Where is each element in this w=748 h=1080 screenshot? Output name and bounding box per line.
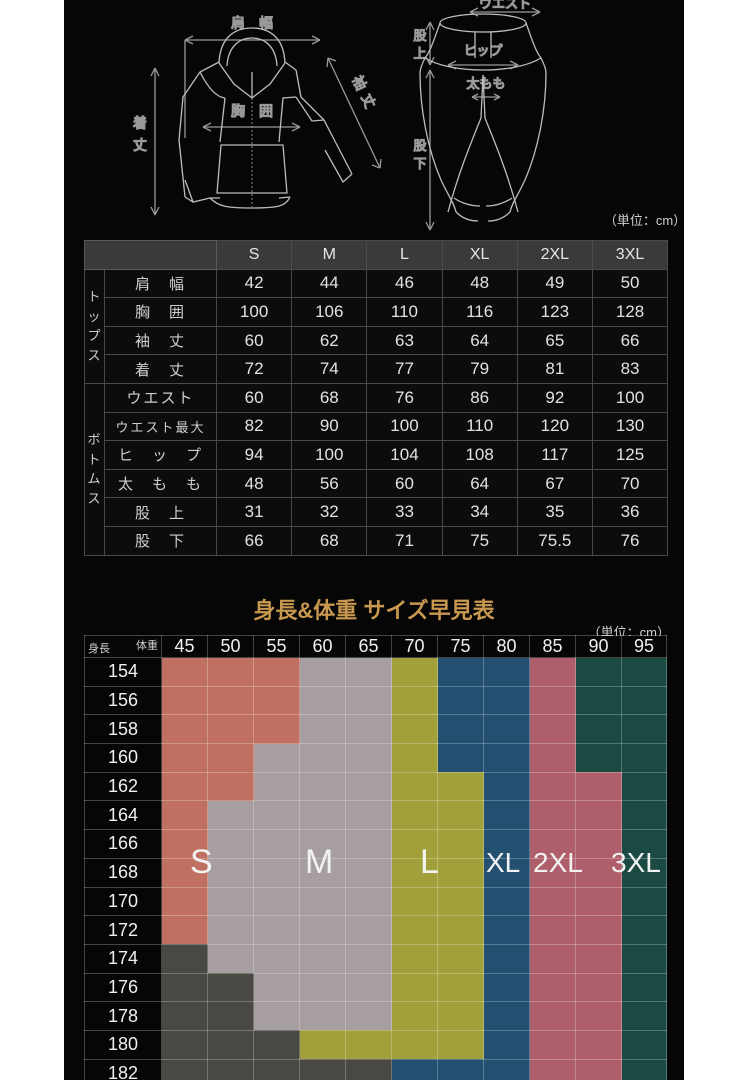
svg-text:股: 股 (413, 28, 426, 43)
svg-text:着: 着 (133, 115, 147, 131)
svg-text:股: 股 (413, 138, 426, 153)
svg-text:太もも: 太もも (466, 76, 505, 91)
svg-text:丈: 丈 (133, 137, 147, 153)
svg-text:下: 下 (413, 156, 426, 171)
svg-text:丈: 丈 (358, 91, 378, 110)
svg-text:（単位：cm）: （単位：cm） (604, 213, 686, 228)
svg-text:ウエスト: ウエスト (479, 0, 531, 11)
svg-text:ヒップ: ヒップ (463, 43, 502, 58)
svg-text:袖: 袖 (349, 73, 369, 92)
